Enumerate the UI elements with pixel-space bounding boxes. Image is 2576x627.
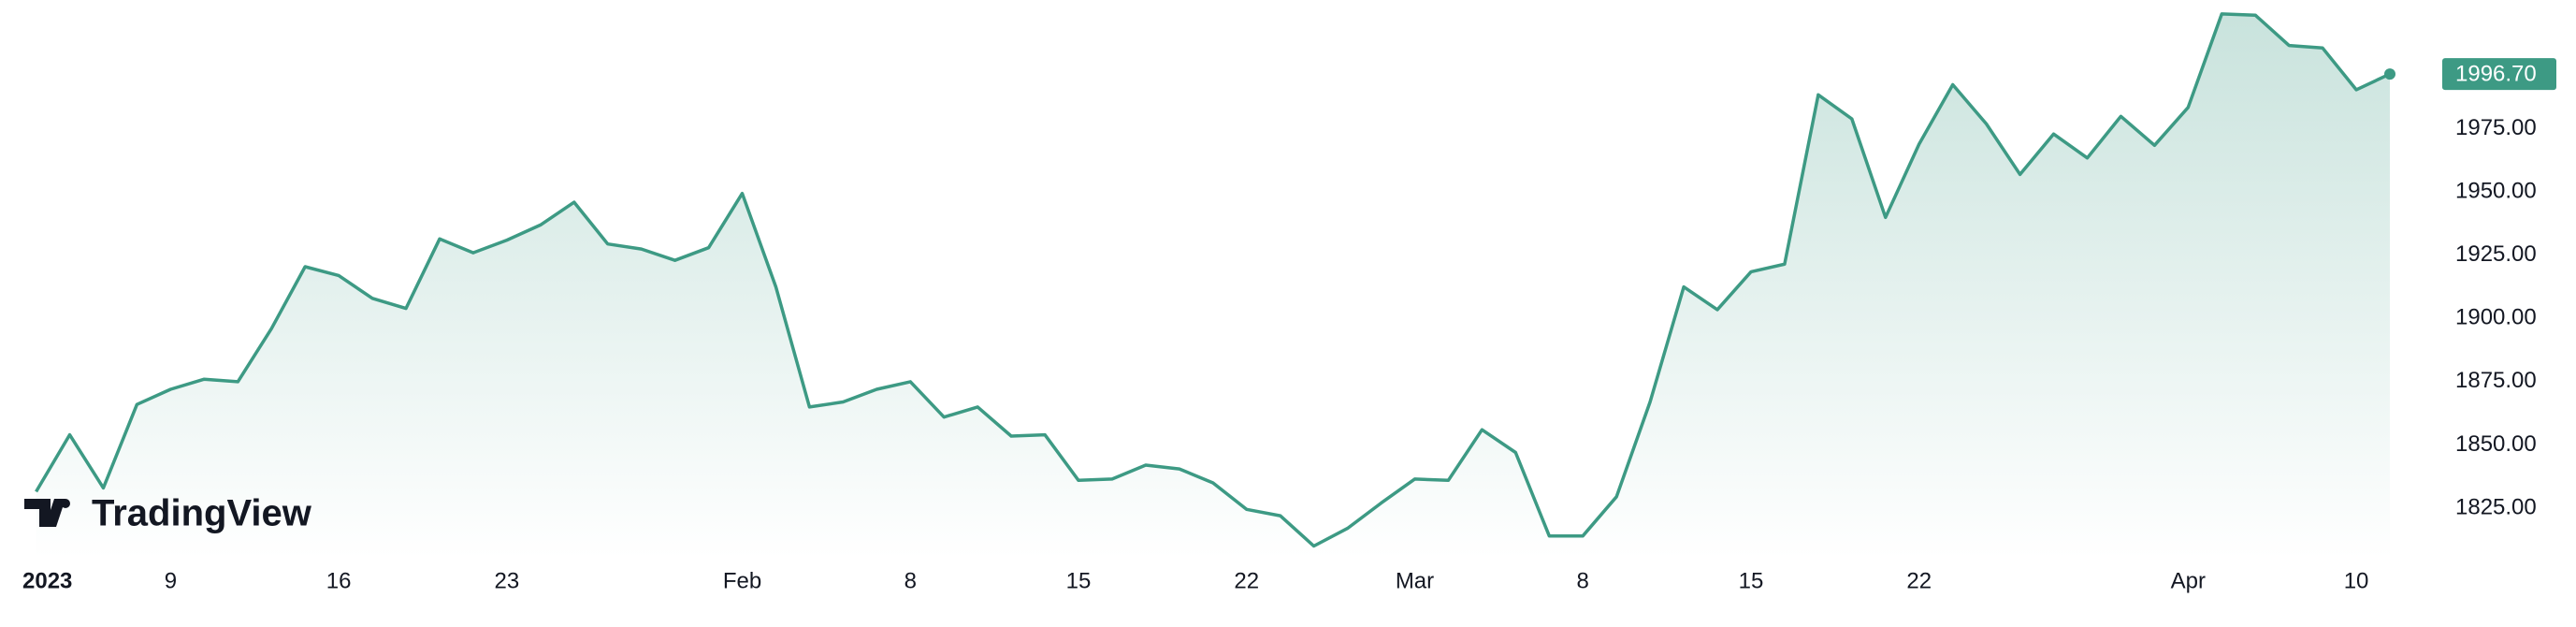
logo-dot bbox=[61, 499, 70, 508]
y-tick-label: 1925.00 bbox=[2455, 241, 2537, 267]
x-tick-label: Apr bbox=[2171, 568, 2206, 593]
price-tag bbox=[2442, 58, 2556, 91]
x-tick-label: 8 bbox=[904, 568, 917, 593]
x-tick-label: 23 bbox=[495, 568, 520, 593]
x-tick-label: 22 bbox=[1906, 568, 1932, 593]
y-tick-label: 1975.00 bbox=[2455, 115, 2537, 140]
price-line bbox=[35, 12, 2391, 548]
x-tick-label: 9 bbox=[165, 568, 177, 593]
y-tick-label: 1950.00 bbox=[2455, 179, 2537, 204]
x-tick-label: 15 bbox=[1739, 568, 1764, 593]
x-tick-label: 22 bbox=[1234, 568, 1259, 593]
x-tick-label: 8 bbox=[1577, 568, 1589, 593]
last-point bbox=[2384, 68, 2395, 80]
price-tag-label: 1996.70 bbox=[2455, 61, 2537, 86]
x-tick-label: 2023 bbox=[22, 568, 72, 593]
watermark: TradingView bbox=[92, 493, 312, 534]
area-fill bbox=[36, 13, 2390, 559]
y-tick-label: 1875.00 bbox=[2455, 368, 2537, 393]
x-tick-label: 15 bbox=[1066, 568, 1092, 593]
logo-icon bbox=[24, 499, 65, 527]
y-tick-label: 1825.00 bbox=[2455, 494, 2537, 519]
logo: TradingView bbox=[24, 493, 312, 534]
plot-area bbox=[35, 12, 2395, 559]
y-tick-label: 1900.00 bbox=[2455, 305, 2537, 330]
x-tick-label: 16 bbox=[326, 568, 352, 593]
x-tick-label: 10 bbox=[2344, 568, 2369, 593]
y-tick-label: 1850.00 bbox=[2455, 431, 2537, 457]
x-tick-label: Feb bbox=[723, 568, 761, 593]
x-tick-label: Mar bbox=[1396, 568, 1434, 593]
